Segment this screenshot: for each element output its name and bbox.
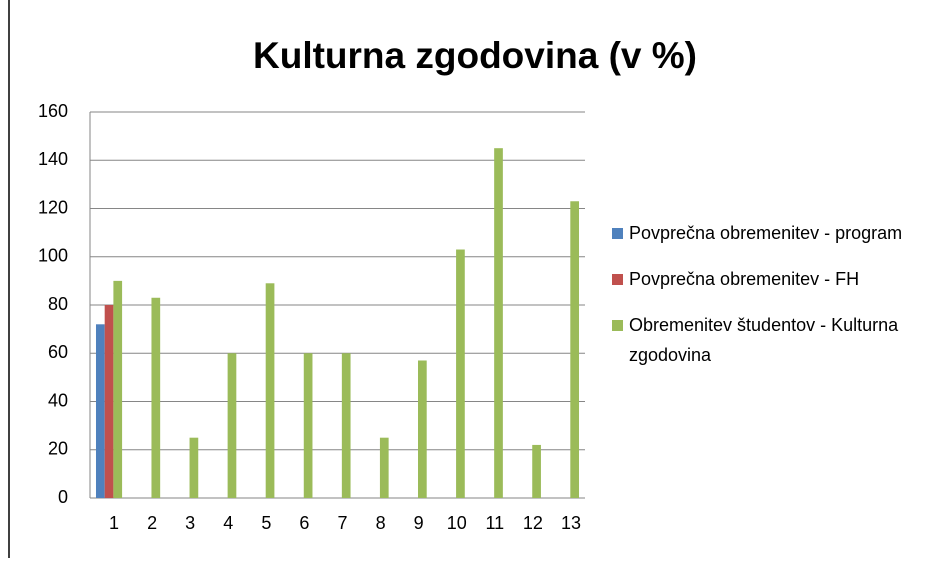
bar [570, 201, 580, 498]
x-tick-label: 7 [337, 513, 347, 533]
bar [227, 353, 237, 498]
legend-item: Obremenitev študentov - Kulturna zgodovi… [612, 310, 912, 370]
chart-title: Kulturna zgodovina (v %) [253, 35, 697, 76]
x-tick-label: 1 [109, 513, 119, 533]
legend-label: Obremenitev študentov - Kulturna zgodovi… [629, 315, 899, 365]
bar [95, 324, 105, 498]
bar [341, 353, 351, 498]
bar [418, 360, 427, 498]
bar [113, 280, 123, 498]
x-tick-label: 3 [185, 513, 195, 533]
x-tick-label: 12 [523, 513, 543, 533]
bar [189, 437, 199, 498]
bar [532, 444, 541, 498]
x-tick-label: 5 [261, 513, 271, 533]
bar [104, 305, 114, 498]
y-tick-label: 120 [38, 197, 68, 217]
bar [151, 297, 161, 498]
y-tick-label: 60 [48, 342, 68, 362]
legend-item: Povprečna obremenitev - FH [612, 264, 912, 294]
bar [303, 353, 313, 498]
x-tick-label: 6 [299, 513, 309, 533]
legend-swatch [612, 320, 623, 331]
y-tick-label: 80 [48, 294, 68, 314]
legend-label: Povprečna obremenitev - FH [629, 269, 860, 289]
bar [494, 148, 503, 498]
x-tick-label: 13 [561, 513, 581, 533]
bar [379, 437, 389, 498]
y-tick-label: 40 [48, 390, 68, 410]
legend: Povprečna obremenitev - program Povprečna… [612, 218, 912, 386]
y-tick-label: 20 [48, 439, 68, 459]
bar [265, 283, 275, 498]
x-tick-label: 4 [223, 513, 233, 533]
bar [456, 249, 465, 498]
legend-swatch [612, 274, 623, 285]
chart-frame [8, 0, 929, 563]
y-tick-label: 140 [38, 149, 68, 169]
x-tick-label: 2 [147, 513, 157, 533]
x-tick-label: 9 [414, 513, 424, 533]
y-tick-label: 100 [38, 246, 68, 266]
legend-label: Povprečna obremenitev - program [629, 223, 903, 243]
x-tick-label: 10 [447, 513, 467, 533]
x-tick-label: 11 [485, 513, 504, 533]
y-tick-label: 160 [38, 101, 68, 121]
legend-item: Povprečna obremenitev - program [612, 218, 912, 248]
y-tick-label: 0 [58, 487, 68, 507]
legend-swatch [612, 228, 623, 239]
x-tick-label: 8 [376, 513, 386, 533]
